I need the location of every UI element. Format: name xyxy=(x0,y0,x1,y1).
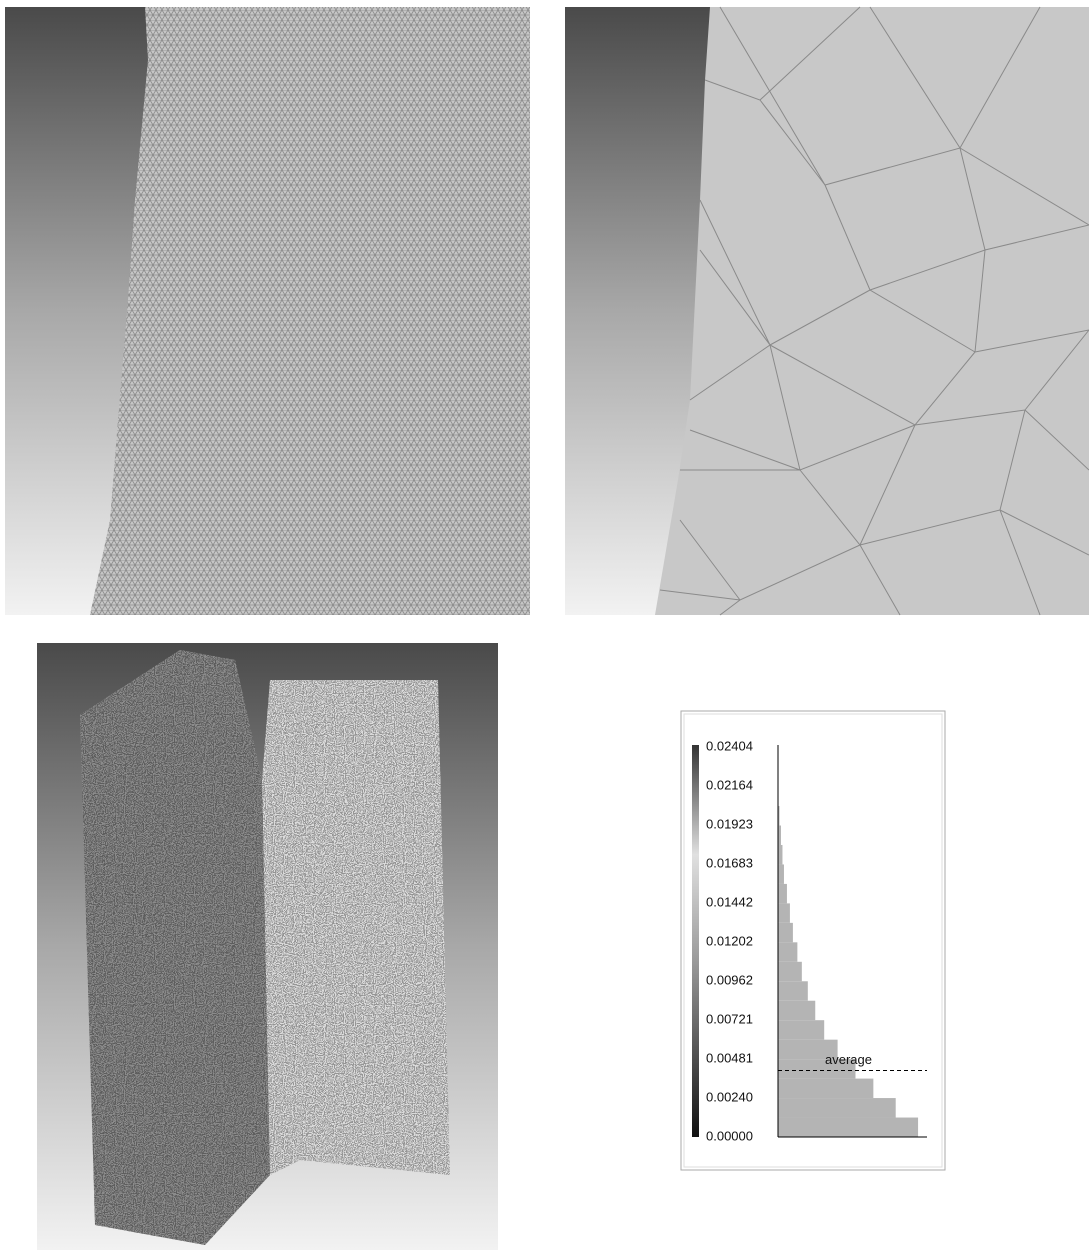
y-tick-label: 0.01442 xyxy=(706,895,753,910)
y-tick-label: 0.01683 xyxy=(706,855,753,870)
bar xyxy=(778,864,784,883)
y-tick-label: 0.02164 xyxy=(706,777,753,792)
bar xyxy=(778,1098,896,1117)
y-tick-label: 0.00240 xyxy=(706,1090,753,1105)
bar xyxy=(778,1079,873,1098)
bar xyxy=(778,981,808,1000)
bar xyxy=(778,845,782,864)
bar xyxy=(778,1118,918,1137)
bar xyxy=(778,942,797,961)
histogram-legend: 0.00000 0.00240 0.00481 0.00721 0.00962 0.012… xyxy=(681,711,945,1170)
coarse-mesh-view xyxy=(565,7,1089,615)
bar xyxy=(778,962,802,981)
y-tick-label: 0.01923 xyxy=(706,816,753,831)
error-map-view xyxy=(37,643,498,1250)
page: 0.00000 0.00240 0.00481 0.00721 0.00962 0.012… xyxy=(0,0,1089,1257)
fine-mesh-view xyxy=(5,7,530,615)
bar xyxy=(778,1001,815,1020)
bar xyxy=(778,884,787,903)
y-tick-label: 0.00721 xyxy=(706,1011,753,1026)
color-scale xyxy=(692,745,699,1137)
figure: 0.00000 0.00240 0.00481 0.00721 0.00962 0.012… xyxy=(0,0,1089,1252)
bar xyxy=(778,923,793,942)
y-tick-label: 0.02404 xyxy=(706,738,753,753)
y-tick-label: 0.01202 xyxy=(706,933,753,948)
bar xyxy=(778,1020,824,1039)
y-tick-label: 0.00481 xyxy=(706,1050,753,1065)
bar xyxy=(778,903,790,922)
y-tick-label: 0.00000 xyxy=(706,1128,753,1143)
average-label: average xyxy=(825,1052,872,1067)
y-tick-label: 0.00962 xyxy=(706,972,753,987)
